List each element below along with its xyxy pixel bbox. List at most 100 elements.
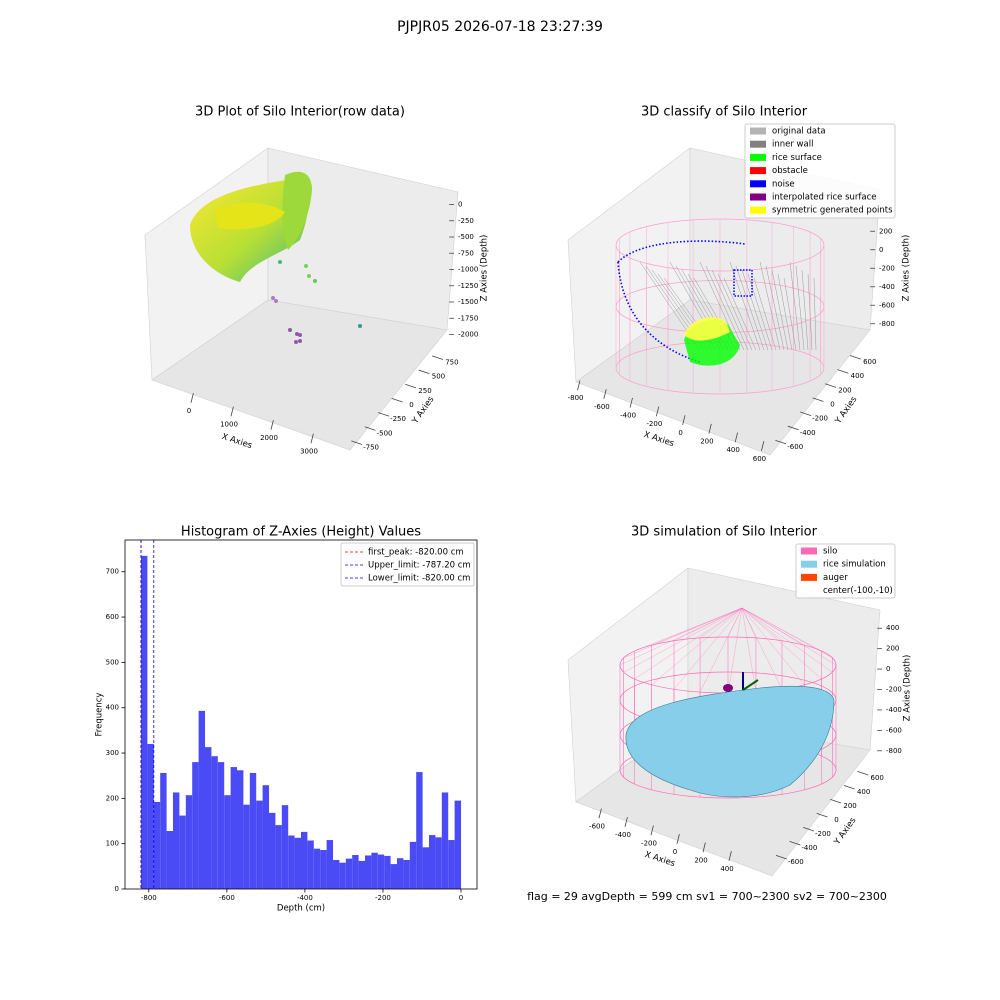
y-tick-label: 700	[106, 568, 119, 576]
y-tick-mark	[418, 369, 430, 375]
histogram-bar	[173, 792, 180, 889]
point-cloud	[190, 178, 309, 282]
x-tick-mark	[734, 432, 738, 443]
histogram-bar	[230, 767, 237, 889]
legend-label: noise	[772, 179, 795, 189]
y-tick-label: 300	[106, 749, 119, 757]
y-tick-mark	[775, 855, 787, 860]
y-tick-label: 100	[106, 840, 119, 848]
histogram-bar	[397, 858, 404, 889]
silo-roof	[727, 607, 743, 638]
legend-label: interpolated rice surface	[772, 193, 877, 203]
legend-label: inner wall	[772, 140, 813, 150]
histogram-bar	[416, 772, 423, 889]
z-tick-label: -400	[886, 706, 902, 714]
silo-roof	[634, 607, 743, 680]
outlier-point	[271, 296, 275, 300]
legend-box	[795, 543, 896, 599]
histogram-bar	[409, 841, 417, 889]
legend-label: Lower_limit: -820.00 cm	[368, 574, 470, 584]
silo-roof	[741, 607, 805, 646]
axis-label: Z Axies (Depth)	[903, 655, 913, 722]
subplot-title: 3D classify of Silo Interior	[641, 105, 808, 120]
y-tick-mark	[837, 369, 849, 374]
inner-wall	[753, 277, 777, 351]
y-tick-label: 600	[871, 774, 884, 782]
silo-roof	[741, 607, 783, 690]
axis-pane	[575, 299, 871, 456]
histogram-bar	[185, 795, 193, 889]
x-tick-label: 200	[694, 856, 707, 864]
outlier-point	[307, 274, 311, 278]
z-tick-label: -600	[886, 726, 902, 734]
legend-label: center(-100,-10)	[823, 586, 893, 596]
silo-roof	[673, 607, 743, 641]
x-tick-label: 3000	[300, 447, 318, 455]
histogram-bar	[326, 840, 333, 889]
x-tick-label: -400	[620, 412, 636, 420]
legend-label: rice simulation	[823, 560, 886, 570]
outlier-point	[313, 279, 317, 283]
histogram-bar	[288, 835, 295, 889]
y-tick-mark	[787, 425, 799, 431]
inner-wall	[783, 277, 797, 351]
y-tick-mark	[816, 813, 828, 818]
x-tick-label: 400	[726, 446, 739, 454]
y-tick-label: 0	[834, 816, 838, 824]
y-tick-mark	[775, 439, 787, 445]
subplot-title: 3D Plot of Silo Interior(row data)	[195, 105, 405, 120]
legend-swatch	[750, 167, 766, 175]
silo-roof	[741, 607, 757, 693]
y-tick-mark	[431, 355, 444, 360]
x-tick-label: 2000	[260, 434, 278, 442]
y-tick-mark	[378, 412, 390, 417]
y-tick-label: -750	[363, 444, 379, 452]
z-tick-label: 400	[886, 624, 899, 632]
x-tick-mark	[650, 825, 654, 836]
outlier-point	[278, 260, 282, 264]
histogram-bar	[205, 747, 212, 889]
x-tick-label: -200	[641, 839, 657, 847]
silo-roof	[651, 607, 743, 646]
z-tick-label: 0	[458, 201, 462, 209]
z-tick-label: -750	[458, 249, 474, 257]
histogram-bar	[281, 805, 289, 889]
x-tick-mark	[728, 851, 732, 861]
x-tick-label: -400	[615, 831, 631, 839]
x-tick-mark	[676, 834, 680, 844]
axis-arrow	[742, 679, 759, 691]
silo-roof	[741, 607, 833, 673]
legend-swatch	[750, 180, 766, 188]
histogram-bar	[166, 830, 173, 889]
rice-simulation	[625, 685, 835, 798]
x-tick-mark	[702, 842, 706, 853]
y-tick-label: 500	[432, 373, 445, 381]
histogram-bar	[313, 848, 321, 889]
z-tick-label: -200	[886, 686, 902, 694]
inner-wall	[705, 265, 745, 351]
legend-swatch	[750, 127, 766, 135]
histogram-bar	[371, 852, 378, 889]
subplot-title: Histogram of Z-Axies (Height) Values	[181, 525, 421, 540]
y-tick-label: 400	[857, 788, 870, 796]
y-tick-mark	[812, 397, 824, 402]
inner-wall	[711, 269, 749, 351]
legend-box	[744, 123, 896, 219]
y-tick-label: 600	[863, 358, 876, 366]
y-tick-mark	[803, 827, 815, 832]
x-tick-mark	[655, 406, 660, 417]
histogram-bar	[377, 854, 385, 889]
silo-roof	[741, 607, 805, 685]
histogram-bar	[390, 864, 397, 889]
z-tick-label: -600	[879, 301, 895, 309]
histogram-bar	[147, 743, 154, 889]
histogram-bar	[294, 837, 301, 889]
histogram-bar	[384, 855, 391, 889]
y-tick-mark	[843, 785, 855, 790]
legend-label: silo	[823, 547, 837, 557]
histogram-bar	[160, 772, 167, 889]
histogram-bar	[249, 772, 257, 889]
histogram-bar	[301, 831, 308, 889]
x-tick-label: 0	[673, 848, 677, 856]
inner-wall	[759, 261, 781, 351]
